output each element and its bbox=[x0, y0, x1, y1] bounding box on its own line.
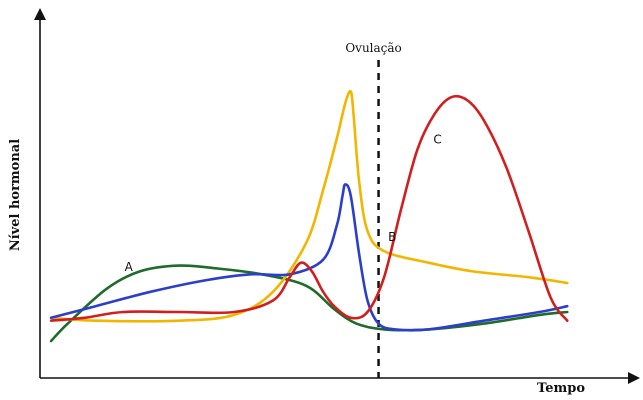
series-group bbox=[51, 91, 567, 341]
y-axis-label: Nível hormonal bbox=[8, 139, 23, 251]
ovulation-label: Ovulação bbox=[345, 41, 401, 55]
series-labels: A B C bbox=[125, 133, 442, 274]
x-axis-label: Tempo bbox=[537, 381, 585, 396]
series-line-a bbox=[51, 266, 567, 341]
x-axis-arrow bbox=[628, 372, 640, 384]
series-label-b: B bbox=[388, 230, 396, 244]
series-label-c: C bbox=[433, 133, 441, 147]
y-axis-arrow bbox=[34, 8, 46, 20]
axes bbox=[34, 8, 640, 384]
series-label-a: A bbox=[125, 260, 134, 274]
series-line-unlabeled-2 bbox=[51, 184, 567, 330]
